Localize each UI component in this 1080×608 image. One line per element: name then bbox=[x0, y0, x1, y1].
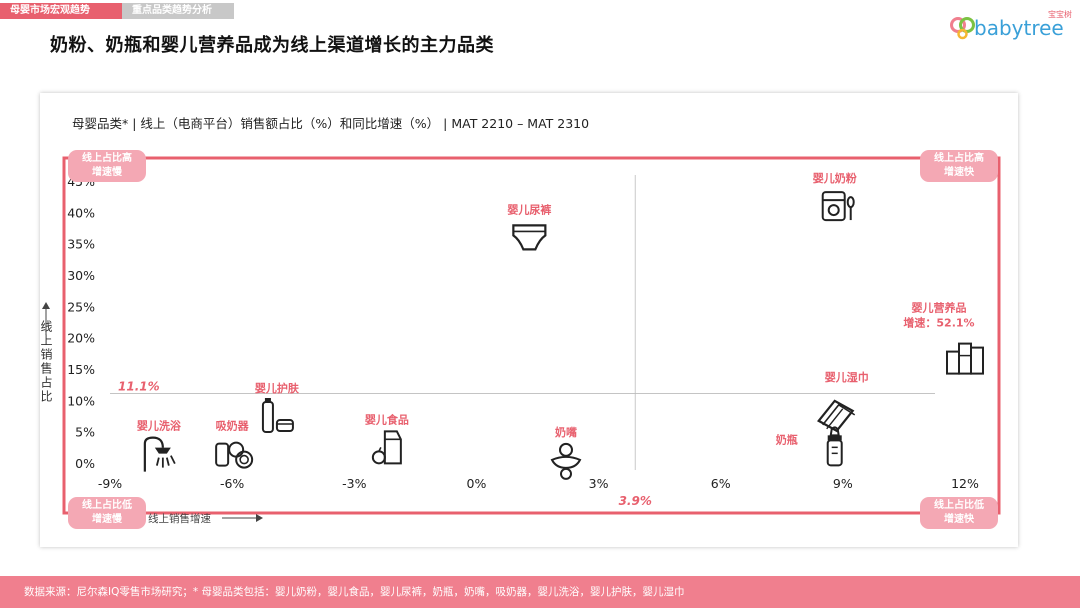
point-label: 婴儿湿巾 bbox=[825, 370, 869, 384]
quadrant-frame bbox=[62, 156, 1001, 515]
point-label: 婴儿营养品 bbox=[912, 301, 967, 315]
point-label: 婴儿护肤 bbox=[255, 381, 300, 395]
point-label: 婴儿奶粉 bbox=[813, 171, 857, 185]
point-label: 吸奶器 bbox=[216, 419, 250, 433]
page-title: 奶粉、奶瓶和婴儿营养品成为线上渠道增长的主力品类 bbox=[50, 35, 494, 56]
y-tick-label: 30% bbox=[67, 268, 95, 283]
chart-subtitle: 母婴品类* | 线上（电商平台）销售额占比（%）和同比增速（%） | MAT 2… bbox=[72, 116, 590, 131]
pacifier-icon bbox=[550, 442, 582, 480]
y-tick-label: 5% bbox=[75, 425, 95, 440]
baby-food-icon bbox=[371, 430, 402, 465]
x-axis-title: 线上销售增速 bbox=[148, 512, 211, 525]
x-tick-label: 9% bbox=[833, 476, 853, 491]
y-tick-label: 25% bbox=[67, 299, 95, 314]
x-tick-label: 6% bbox=[711, 476, 731, 491]
y-tick-label: 15% bbox=[67, 362, 95, 377]
ref-x-label: 3.9% bbox=[619, 494, 652, 508]
footer-source: 数据来源：尼尔森IQ零售市场研究；* 母婴品类包括：婴儿奶粉，婴儿食品，婴儿尿裤… bbox=[24, 586, 685, 598]
x-tick-label: 0% bbox=[467, 476, 487, 491]
diaper-icon bbox=[512, 224, 547, 251]
tab-market-trends[interactable]: 母婴市场宏观趋势 bbox=[0, 3, 130, 19]
footer-bar: 数据来源：尼尔森IQ零售市场研究；* 母婴品类包括：婴儿奶粉，婴儿食品，婴儿尿裤… bbox=[0, 576, 1080, 608]
babytree-logo: 宝宝树 babytree bbox=[950, 9, 1072, 40]
ref-y-label: 11.1% bbox=[118, 379, 160, 393]
x-tick-label: -9% bbox=[98, 476, 122, 491]
y-tick-label: 20% bbox=[67, 331, 95, 346]
quadrant-label-bottom-right: 线上占比低 增速快 bbox=[920, 497, 998, 529]
svg-text:宝宝树: 宝宝树 bbox=[1048, 9, 1072, 19]
point-label: 婴儿尿裤 bbox=[507, 202, 551, 216]
tab-category-trends[interactable]: 重点品类趋势分析 bbox=[122, 3, 234, 19]
quadrant-label-top-right: 线上占比高 增速快 bbox=[920, 150, 998, 182]
x-tick-label: 3% bbox=[589, 476, 609, 491]
shower-icon bbox=[143, 436, 176, 472]
y-tick-label: 40% bbox=[67, 205, 95, 220]
x-tick-label: 12% bbox=[951, 476, 979, 491]
breast-pump-icon bbox=[215, 441, 254, 469]
point-note: 增速：52.1% bbox=[903, 316, 974, 330]
y-tick-label: 35% bbox=[67, 237, 95, 252]
y-tick-label: 10% bbox=[67, 393, 95, 408]
y-axis-title: 线上销售占比 bbox=[39, 320, 53, 404]
y-axis-arrowhead bbox=[42, 302, 50, 309]
skincare-icon bbox=[261, 398, 294, 433]
quadrant-label-bottom-left: 线上占比低 增速慢 bbox=[68, 497, 146, 529]
wet-wipes-icon bbox=[817, 399, 856, 433]
point-label: 婴儿洗浴 bbox=[137, 419, 182, 433]
point-label: 婴儿食品 bbox=[365, 412, 409, 426]
y-tick-label: 0% bbox=[75, 456, 95, 471]
quadrant-label-top-left: 线上占比高 增速慢 bbox=[68, 150, 146, 182]
svg-text:babytree: babytree bbox=[974, 16, 1064, 40]
point-label: 奶瓶 bbox=[776, 432, 798, 446]
x-tick-label: -3% bbox=[342, 476, 366, 491]
chart-card bbox=[40, 93, 1018, 547]
x-tick-label: -6% bbox=[220, 476, 244, 491]
nutrition-products-icon bbox=[946, 342, 984, 375]
formula-can-icon bbox=[821, 191, 855, 222]
x-axis-arrowhead bbox=[256, 514, 263, 522]
point-label: 奶嘴 bbox=[555, 425, 577, 439]
baby-bottle-icon bbox=[826, 426, 843, 467]
